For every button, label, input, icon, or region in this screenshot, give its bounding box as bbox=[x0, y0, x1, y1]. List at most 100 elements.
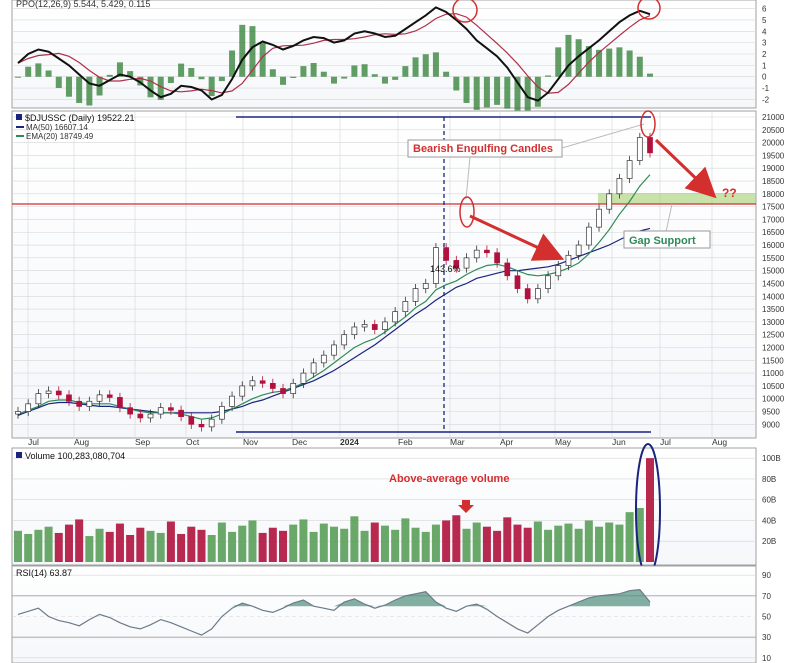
volume-bar bbox=[605, 522, 614, 562]
price-candle bbox=[127, 407, 133, 415]
ppo-hist-bar bbox=[575, 39, 582, 77]
bearish-pointer-1 bbox=[465, 156, 471, 200]
volume-bar bbox=[34, 529, 43, 562]
rsi-tick-label: 90 bbox=[762, 571, 771, 580]
volume-bar bbox=[279, 530, 288, 562]
price-candle bbox=[443, 247, 449, 261]
volume-bar bbox=[370, 522, 379, 562]
price-candle bbox=[86, 400, 93, 407]
volume-bar bbox=[523, 527, 532, 562]
ppo-tick-label: -1 bbox=[762, 84, 770, 93]
month-tick-label: Feb bbox=[398, 437, 413, 447]
ppo-panel: 6 5 4 3 2 1 0 -1 -2 PPO(12,26,9) 5.544, 5.429, 0… bbox=[11, 0, 770, 124]
price-candle bbox=[636, 137, 643, 161]
volume-tick-label: 80B bbox=[762, 475, 776, 484]
symbol-swatch bbox=[16, 114, 22, 120]
price-candle bbox=[463, 257, 470, 269]
price-tick-label: 18500 bbox=[762, 177, 785, 186]
ppo-hist-bar bbox=[504, 76, 511, 109]
volume-bar bbox=[350, 516, 359, 562]
ppo-hist-bar bbox=[229, 50, 236, 77]
price-tick-label: 11000 bbox=[762, 369, 784, 378]
volume-bar bbox=[472, 522, 481, 562]
volume-bar bbox=[482, 526, 491, 562]
volume-bar bbox=[544, 529, 553, 562]
price-candle bbox=[76, 400, 83, 407]
price-candle bbox=[157, 407, 164, 415]
question-marks: ?? bbox=[722, 186, 737, 200]
ppo-hist-bar bbox=[636, 56, 643, 77]
volume-bar bbox=[635, 508, 644, 562]
ppo-tick-label: -2 bbox=[762, 95, 770, 104]
price-candle bbox=[606, 193, 613, 210]
march-candle-circle bbox=[459, 196, 475, 228]
ppo-hist-bar bbox=[534, 76, 541, 107]
price-legend-ema20: EMA(20) 18749.49 bbox=[26, 132, 94, 141]
march-decline-arrow bbox=[469, 214, 565, 261]
volume-bar bbox=[330, 526, 338, 562]
price-candle bbox=[484, 249, 490, 254]
price-candle bbox=[412, 288, 419, 302]
pct-change-label: 143.6% bbox=[430, 264, 461, 274]
volume-bar bbox=[595, 526, 604, 562]
volume-tick-label: 40B bbox=[762, 516, 776, 525]
volume-bar bbox=[574, 528, 583, 562]
volume-bar bbox=[136, 527, 145, 562]
ppo-hist-bar bbox=[514, 76, 521, 118]
price-candle bbox=[96, 394, 103, 402]
price-tick-label: 15000 bbox=[762, 267, 785, 276]
ppo-hist-bar bbox=[35, 63, 42, 77]
ppo-hist-bar bbox=[239, 24, 246, 77]
volume-bar bbox=[493, 530, 502, 562]
price-candle bbox=[331, 344, 337, 356]
month-tick-label: Nov bbox=[243, 437, 259, 447]
month-tick-label: Jul bbox=[28, 437, 39, 447]
price-candle bbox=[45, 390, 52, 394]
volume-bar bbox=[166, 521, 175, 562]
price-tick-label: 10500 bbox=[762, 382, 785, 391]
price-tick-label: 20500 bbox=[762, 126, 785, 135]
volume-bar bbox=[646, 458, 654, 562]
price-tick-label: 19000 bbox=[762, 164, 785, 173]
price-tick-label: 19500 bbox=[762, 151, 785, 160]
ma50-line bbox=[17, 227, 651, 416]
bearish-callout: Bearish Engulfing Candles bbox=[407, 110, 656, 228]
ppo-hist-bar bbox=[259, 42, 266, 77]
ppo-hist-bar bbox=[157, 76, 164, 100]
ppo-hist-bar bbox=[25, 66, 32, 77]
ppo-hist-bar bbox=[494, 76, 501, 105]
rsi-line bbox=[17, 588, 651, 636]
rsi-overbought-fill bbox=[18, 589, 650, 607]
price-candle bbox=[392, 311, 399, 323]
ppo-hist-bar bbox=[626, 50, 633, 77]
price-candle bbox=[178, 409, 184, 417]
volume-bars bbox=[14, 458, 654, 562]
ppo-peak-circle-march bbox=[452, 0, 478, 23]
ppo-hist-bar bbox=[371, 74, 378, 77]
price-candle bbox=[15, 411, 21, 415]
ppo-hist-bar bbox=[545, 75, 552, 77]
ppo-hist-bar bbox=[76, 76, 83, 103]
ppo-hist-bar bbox=[320, 71, 327, 77]
volume-bar bbox=[513, 524, 522, 562]
month-tick-label: Oct bbox=[186, 437, 200, 447]
price-candle bbox=[535, 288, 541, 300]
price-tick-label: 16500 bbox=[762, 228, 785, 237]
rsi-tick-label: 30 bbox=[762, 633, 771, 642]
volume-bar bbox=[146, 530, 155, 562]
ppo-hist-bar bbox=[432, 52, 439, 77]
gap-pointer bbox=[665, 203, 673, 233]
volume-bar bbox=[44, 526, 53, 562]
ppo-hist-bar bbox=[422, 54, 429, 77]
price-tick-label: 14500 bbox=[762, 279, 785, 288]
volume-bar bbox=[442, 520, 451, 562]
volume-bar bbox=[268, 527, 277, 562]
ppo-tick-label: 3 bbox=[762, 39, 767, 48]
price-candle bbox=[66, 394, 72, 402]
volume-annotation: Above-average volume bbox=[389, 473, 509, 485]
rsi-panel-frame bbox=[11, 565, 757, 663]
price-candle bbox=[473, 249, 480, 259]
ppo-hist-bar bbox=[218, 76, 225, 82]
price-tick-label: 17000 bbox=[762, 215, 785, 224]
